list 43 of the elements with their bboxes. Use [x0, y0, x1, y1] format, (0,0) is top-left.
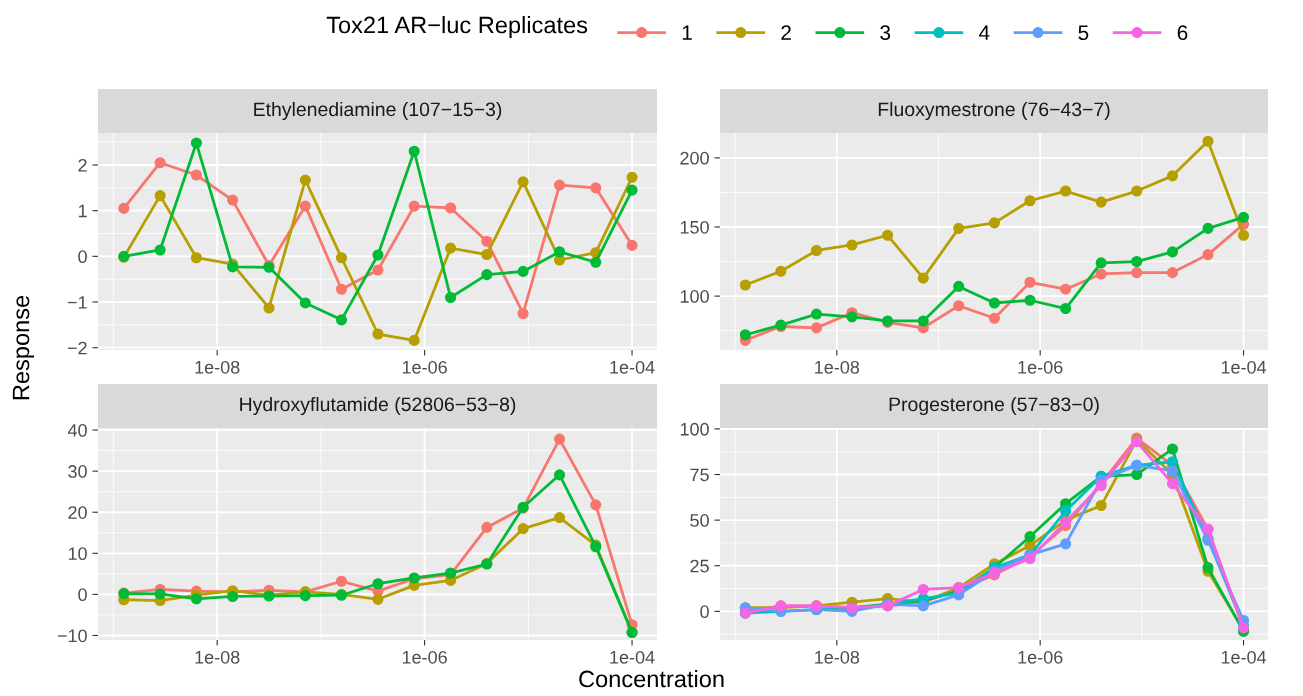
legend-label: 5: [1078, 25, 1089, 41]
y-tick-label: 2: [78, 158, 87, 172]
y-tick-label: 100: [680, 422, 709, 436]
x-tick-label: 1e-06: [1018, 360, 1063, 374]
x-tick-label: 1e-06: [402, 650, 447, 664]
x-tick-label: 1e-06: [1018, 650, 1063, 664]
x-axis-title: Concentration: [579, 669, 724, 688]
x-tick-label: 1e-08: [815, 360, 860, 374]
y-tick-label: 200: [680, 151, 709, 165]
x-tick-label: 1e-06: [402, 360, 447, 374]
y-tick-label: 50: [690, 514, 709, 527]
legend-title: Tox21 AR−luc Replicates: [326, 16, 588, 38]
chart-title: Ethylenediamine (107−15−3): [254, 101, 502, 121]
legend-label: 4: [978, 25, 990, 40]
y-tick-label: −10: [57, 629, 87, 643]
chart-title: Fluoxymestrone (76−43−7): [878, 101, 1110, 121]
y-tick-label: −1: [67, 296, 87, 309]
y-tick-label: −2: [67, 341, 87, 355]
y-tick-label: 150: [680, 220, 709, 234]
legend-label: 3: [880, 25, 891, 41]
x-tick-label: 1e-08: [195, 650, 240, 664]
y-tick-label: 0: [78, 250, 87, 264]
y-tick-label: 20: [68, 506, 87, 519]
x-tick-label: 1e-04: [610, 360, 655, 374]
y-axis-title: Response: [12, 295, 35, 400]
legend-label: 6: [1177, 25, 1188, 41]
y-tick-label: 1: [78, 204, 87, 218]
chart-title: Hydroxyflutamide (52806−53−8): [240, 396, 516, 416]
y-tick-label: 25: [690, 559, 709, 573]
x-tick-label: 1e-04: [1221, 360, 1267, 374]
y-tick-label: 100: [680, 290, 709, 303]
legend-label: 2: [781, 25, 791, 40]
y-tick-label: 0: [700, 605, 709, 619]
y-tick-label: 0: [78, 588, 87, 602]
x-tick-label: 1e-08: [815, 650, 860, 664]
x-tick-label: 1e-04: [1221, 650, 1267, 664]
x-tick-label: 1e-04: [610, 650, 655, 664]
y-tick-label: 30: [68, 465, 87, 478]
y-tick-label: 10: [68, 547, 87, 561]
y-tick-label: 75: [690, 468, 709, 482]
x-tick-label: 1e-08: [195, 360, 240, 374]
chart-title: Progesterone (57−83−0): [889, 396, 1099, 416]
y-tick-label: 40: [67, 423, 87, 437]
